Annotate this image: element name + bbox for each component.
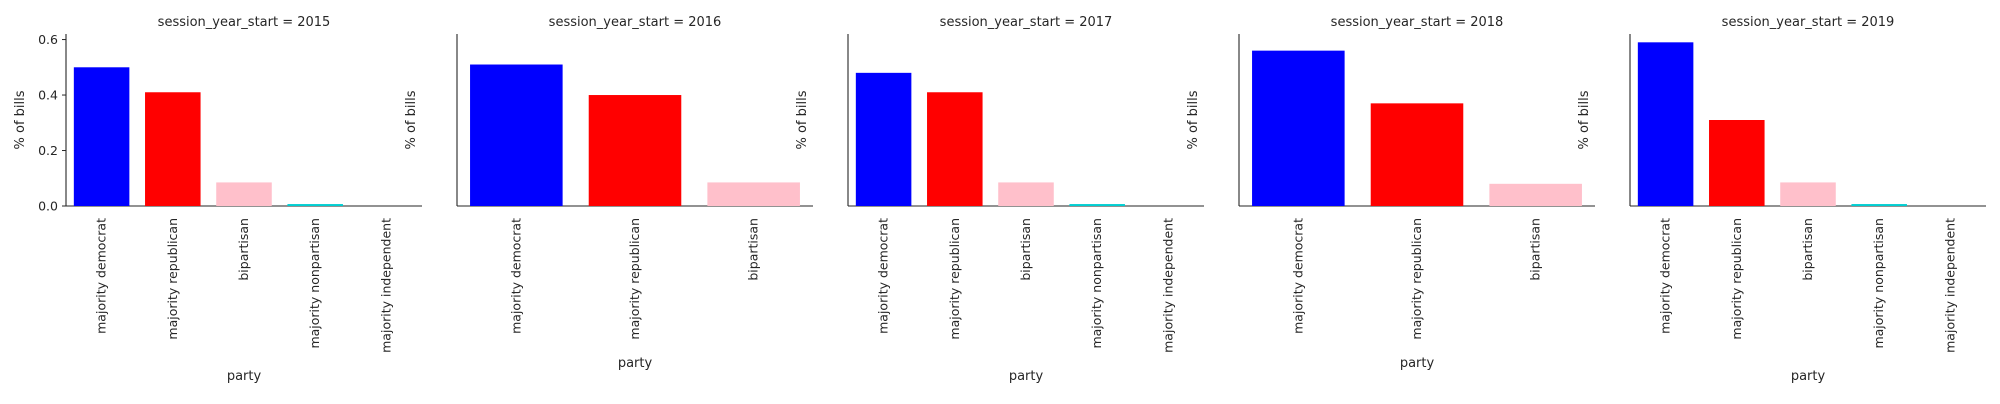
x-axis-label: party <box>227 369 262 384</box>
x-tick-label: majority democrat <box>1658 218 1673 334</box>
x-tick-label: majority republican <box>947 218 962 340</box>
bar <box>1709 120 1765 206</box>
x-tick-label: bipartisan <box>1800 218 1815 281</box>
bar <box>73 67 130 207</box>
x-tick-label: majority republican <box>1409 218 1424 340</box>
x-tick-label: bipartisan <box>1018 218 1033 281</box>
x-tick-label: majority republican <box>165 218 180 340</box>
y-axis-label: % of bills <box>404 90 419 149</box>
panel-title: session_year_start = 2017 <box>940 15 1113 30</box>
x-tick-label: majority independent <box>1160 218 1175 353</box>
x-tick-label: majority democrat <box>1290 218 1305 334</box>
bar <box>1851 204 1907 206</box>
x-axis-label: party <box>1009 369 1044 384</box>
x-axis-label: party <box>618 356 653 371</box>
x-tick-label: majority democrat <box>876 218 891 334</box>
facet-panel-4: session_year_start = 2019 % of bills major… <box>1577 15 1986 384</box>
x-tick-label: majority independent <box>378 218 393 353</box>
y-axis-label: % of bills <box>1577 90 1592 149</box>
facet-panel-2: session_year_start = 2017 % of bills major… <box>795 15 1204 384</box>
bar <box>1370 103 1464 206</box>
bar <box>998 182 1054 206</box>
y-tick-label: 0.2 <box>38 143 58 158</box>
facet-panel-1: session_year_start = 2016 % of bills major… <box>404 15 813 371</box>
facet-panel-0: session_year_start = 2015 0.0 0.2 0.4 0.6 % o… <box>13 15 422 384</box>
panel-title: session_year_start = 2019 <box>1722 15 1895 30</box>
panel-title: session_year_start = 2018 <box>1331 15 1504 30</box>
bar <box>1637 42 1694 206</box>
bar <box>145 92 201 206</box>
x-tick-label: majority democrat <box>94 218 109 334</box>
bar <box>1780 182 1836 206</box>
bar <box>588 95 682 206</box>
x-tick-label: majority nonpartisan <box>307 218 322 349</box>
bar <box>287 204 343 206</box>
y-axis-label: % of bills <box>795 90 810 149</box>
bar <box>927 92 983 206</box>
y-tick-label: 0.0 <box>38 199 58 214</box>
x-tick-label: bipartisan <box>236 218 251 281</box>
y-tick-label: 0.4 <box>38 88 58 103</box>
x-tick-label: bipartisan <box>1528 218 1543 281</box>
x-axis-label: party <box>1791 369 1826 384</box>
bar <box>216 182 272 206</box>
bar <box>470 64 563 206</box>
x-tick-label: majority republican <box>1729 218 1744 340</box>
bar <box>1252 50 1345 207</box>
x-axis-label: party <box>1400 356 1435 371</box>
facet-panel-3: session_year_start = 2018 % of bills major… <box>1186 15 1595 371</box>
y-axis-label: % of bills <box>13 90 28 149</box>
panel-title: session_year_start = 2016 <box>549 15 722 30</box>
panel-title: session_year_start = 2015 <box>158 15 331 30</box>
bar <box>707 182 800 206</box>
x-tick-label: majority nonpartisan <box>1089 218 1104 349</box>
x-tick-label: majority independent <box>1942 218 1957 353</box>
x-tick-label: majority democrat <box>508 218 523 334</box>
x-tick-label: bipartisan <box>746 218 761 281</box>
y-axis-label: % of bills <box>1186 90 1201 149</box>
bar <box>1069 204 1125 206</box>
bar <box>855 72 912 206</box>
x-tick-label: majority republican <box>627 218 642 340</box>
y-tick-label: 0.6 <box>38 32 58 47</box>
x-tick-label: majority nonpartisan <box>1871 218 1886 349</box>
bar <box>1489 183 1582 206</box>
